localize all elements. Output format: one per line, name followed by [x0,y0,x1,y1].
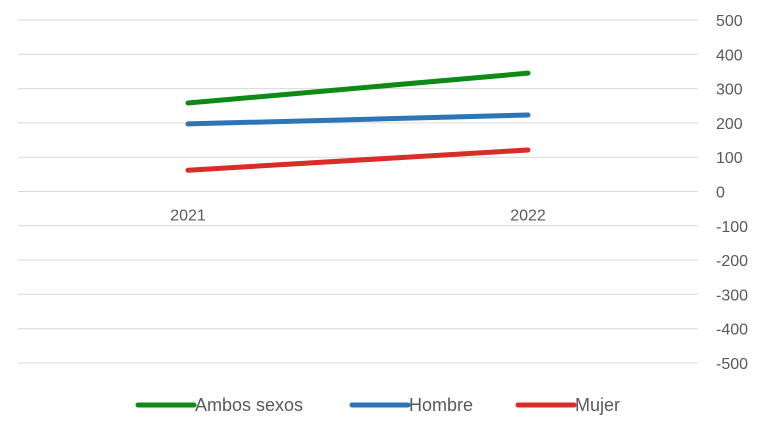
y-tick-label: 200 [716,116,743,133]
series-line-1 [185,112,531,127]
legend-label: Hombre [409,395,473,415]
legend: Ambos sexos Hombre Mujer [135,395,620,415]
series-lines [185,70,531,173]
y-tick-label: 100 [716,150,743,167]
x-tick-label: 2022 [510,208,546,225]
y-tick-label: 0 [716,185,725,202]
y-tick-label: 300 [716,82,743,99]
y-tick-label: -500 [716,356,748,373]
y-tick-label: -200 [716,253,748,270]
legend-label: Ambos sexos [195,395,303,415]
y-tick-label: -100 [716,219,748,236]
gridlines [18,19,698,364]
y-tick-label: 400 [716,47,743,64]
y-tick-label: -400 [716,322,748,339]
legend-label: Mujer [575,395,620,415]
y-tick-label: -300 [716,287,748,304]
series-line-0 [185,70,531,106]
x-axis-tick-labels: 2021 2022 [170,208,546,225]
series-line-2 [185,147,531,173]
x-tick-label: 2021 [170,208,206,225]
y-tick-label: 500 [716,13,743,30]
y-axis-tick-labels: 500 400 300 200 100 0 -100 -200 -300 -400 -500 [716,13,748,373]
